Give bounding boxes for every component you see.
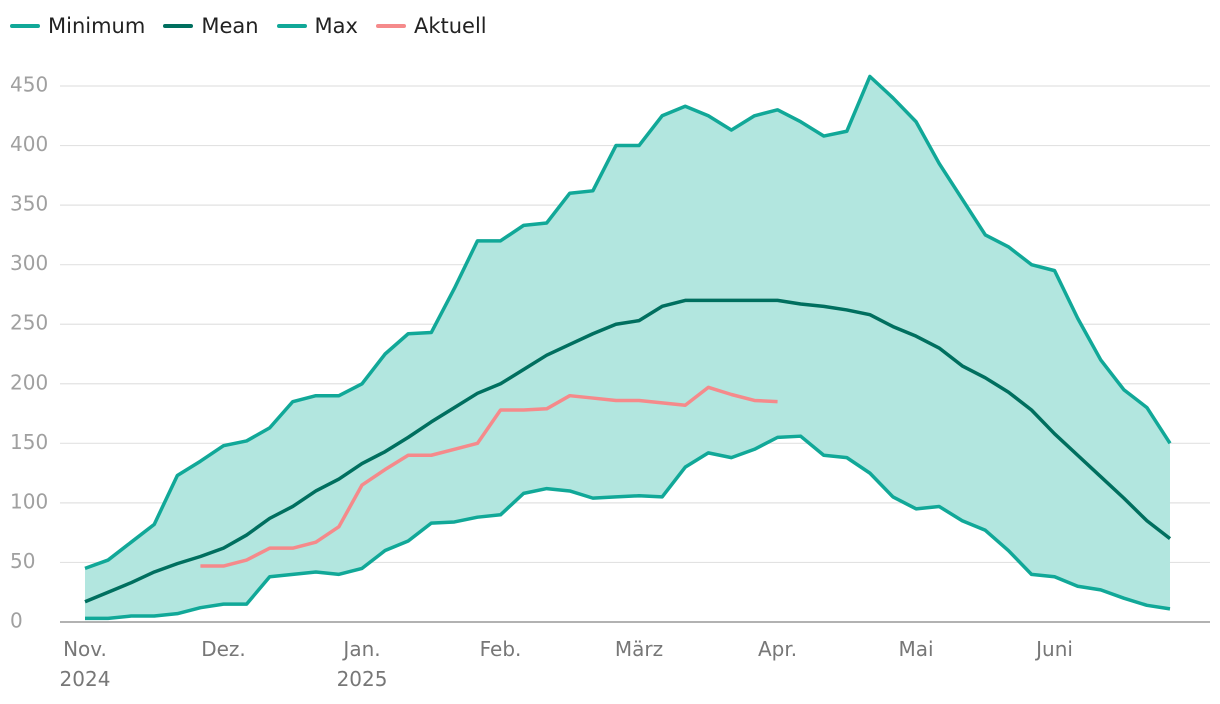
series-line	[85, 434, 1171, 621]
y-tick-label: 0	[10, 609, 23, 633]
y-tick-label: 300	[10, 251, 48, 275]
series-line	[200, 385, 778, 568]
legend-item: Aktuell	[375, 14, 487, 38]
x-tick-label: Juni	[1036, 637, 1073, 661]
legend-item: Minimum	[10, 14, 145, 38]
x-tick-label: März	[614, 637, 664, 661]
legend-label: Max	[314, 14, 358, 38]
x-tick-label: Apr.	[757, 637, 798, 661]
legend-swatch	[10, 24, 40, 28]
legend-swatch	[276, 24, 307, 28]
legend-swatch	[375, 24, 406, 28]
legend-swatch	[163, 24, 194, 28]
legend-label: Minimum	[48, 14, 146, 38]
series-line	[84, 74, 1172, 571]
y-tick-label: 250	[10, 311, 48, 335]
y-tick-label: 200	[10, 370, 48, 394]
range-band	[85, 76, 1170, 619]
x-tick-label: Jan. 2025	[336, 637, 388, 691]
legend-item: Mean	[163, 14, 259, 38]
y-tick-label: 350	[10, 192, 48, 216]
legend-item: Max	[276, 14, 358, 38]
x-tick-label: Dez.	[201, 637, 246, 661]
y-tick-label: 150	[10, 430, 48, 454]
y-tick-label: 450	[10, 73, 48, 97]
legend-label: Mean	[201, 14, 259, 38]
legend-label: Aktuell	[413, 14, 487, 38]
y-tick-label: 400	[10, 132, 48, 156]
x-tick-label: Mai	[898, 637, 934, 661]
y-tick-label: 100	[10, 489, 48, 513]
x-tick-label: Nov. 2024	[59, 637, 111, 691]
y-tick-label: 50	[10, 549, 35, 573]
series-line	[84, 298, 1172, 604]
legend: Minimum Mean Max Aktuell	[10, 14, 487, 38]
x-tick-label: Feb.	[479, 637, 522, 661]
